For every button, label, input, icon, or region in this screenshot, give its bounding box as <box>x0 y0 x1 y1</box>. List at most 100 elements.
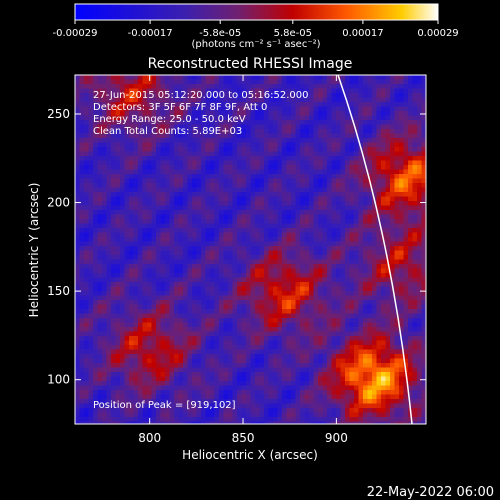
heatmap-cell <box>318 273 323 278</box>
heatmap-cell <box>138 322 143 328</box>
heatmap-cell <box>120 246 125 251</box>
heatmap-cell <box>408 255 413 260</box>
heatmap-cell <box>246 205 251 211</box>
heatmap-cell <box>309 268 314 274</box>
heatmap-cell <box>394 187 400 193</box>
heatmap-cell <box>156 165 161 170</box>
heatmap-cell <box>385 210 391 215</box>
heatmap-cell <box>358 138 364 143</box>
heatmap-cell <box>345 138 350 143</box>
heatmap-cell <box>363 291 368 296</box>
heatmap-cell <box>300 75 305 80</box>
heatmap-cell <box>309 210 314 215</box>
heatmap-cell <box>300 160 305 166</box>
heatmap-cell <box>268 111 274 116</box>
heatmap-cell <box>381 313 386 319</box>
heatmap-cell <box>372 336 377 341</box>
heatmap-cell <box>327 309 332 314</box>
heatmap-cell <box>376 210 382 215</box>
heatmap-cell <box>268 282 274 287</box>
heatmap-cell <box>228 255 233 260</box>
heatmap-cell <box>165 169 170 175</box>
heatmap-cell <box>273 268 278 274</box>
heatmap-cell <box>120 264 125 269</box>
heatmap-cell <box>309 336 314 341</box>
heatmap-cell <box>210 322 215 328</box>
heatmap-cell <box>223 273 229 278</box>
heatmap-cell <box>192 201 197 206</box>
heatmap-cell <box>273 151 278 157</box>
heatmap-cell <box>133 102 139 107</box>
heatmap-cell <box>151 187 157 193</box>
heatmap-cell <box>408 133 413 139</box>
heatmap-cell <box>390 300 395 305</box>
heatmap-cell <box>214 286 220 292</box>
heatmap-cell <box>129 156 134 161</box>
heatmap-cell <box>169 219 175 224</box>
heatmap-cell <box>381 295 386 301</box>
heatmap-cell <box>358 196 364 202</box>
heatmap-cell <box>417 106 422 112</box>
heatmap-cell <box>156 156 161 161</box>
heatmap-cell <box>349 174 355 179</box>
heatmap-cell <box>75 219 80 224</box>
heatmap-cell <box>138 354 143 359</box>
heatmap-cell <box>399 106 404 112</box>
heatmap-cell <box>75 102 80 107</box>
heatmap-cell <box>372 237 377 242</box>
heatmap-cell <box>331 201 337 206</box>
heatmap-cell <box>178 97 184 103</box>
heatmap-cell <box>349 228 355 233</box>
heatmap-cell <box>403 336 409 341</box>
heatmap-cell <box>300 183 305 188</box>
heatmap-cell <box>241 228 247 233</box>
heatmap-cell <box>115 286 121 292</box>
heatmap-cell <box>381 232 386 238</box>
heatmap-cell <box>286 322 292 328</box>
heatmap-cell <box>385 192 391 197</box>
heatmap-cell <box>286 345 292 350</box>
heatmap-cell <box>340 255 346 260</box>
heatmap-cell <box>160 300 166 305</box>
heatmap-cell <box>151 309 157 314</box>
heatmap-cell <box>354 232 359 238</box>
heatmap-cell <box>124 142 130 148</box>
heatmap-cell <box>376 160 382 166</box>
heatmap-cell <box>277 93 283 98</box>
heatmap-cell <box>97 300 103 305</box>
heatmap-cell <box>354 349 359 355</box>
heatmap-cell <box>147 174 152 179</box>
heatmap-cell <box>160 133 166 139</box>
heatmap-cell <box>403 93 409 98</box>
heatmap-cell <box>133 304 139 310</box>
heatmap-cell <box>390 138 395 143</box>
heatmap-cell <box>223 282 229 287</box>
heatmap-cell <box>205 358 211 364</box>
heatmap-cell <box>421 286 426 292</box>
heatmap-cell <box>340 349 346 355</box>
heatmap-cell <box>178 124 184 130</box>
heatmap-cell <box>142 169 148 175</box>
heatmap-cell <box>205 250 211 256</box>
heatmap-cell <box>88 309 94 314</box>
heatmap-cell <box>385 304 391 310</box>
heatmap-cell <box>250 129 256 134</box>
heatmap-cell <box>120 214 125 220</box>
heatmap-cell <box>156 318 161 323</box>
heatmap-cell <box>264 354 269 359</box>
heatmap-cell <box>196 349 202 355</box>
heatmap-cell <box>156 277 161 283</box>
heatmap-cell <box>183 79 188 85</box>
heatmap-cell <box>205 214 211 220</box>
heatmap-cell <box>183 151 188 157</box>
heatmap-cell <box>349 349 355 355</box>
heatmap-cell <box>309 286 314 292</box>
heatmap-cell <box>102 120 107 125</box>
heatmap-cell <box>282 106 287 112</box>
heatmap-cell <box>367 318 373 323</box>
heatmap-cell <box>358 142 364 148</box>
heatmap-cell <box>151 120 157 125</box>
heatmap-cell <box>106 291 112 296</box>
heatmap-cell <box>111 187 116 193</box>
heatmap-cell <box>282 295 287 301</box>
